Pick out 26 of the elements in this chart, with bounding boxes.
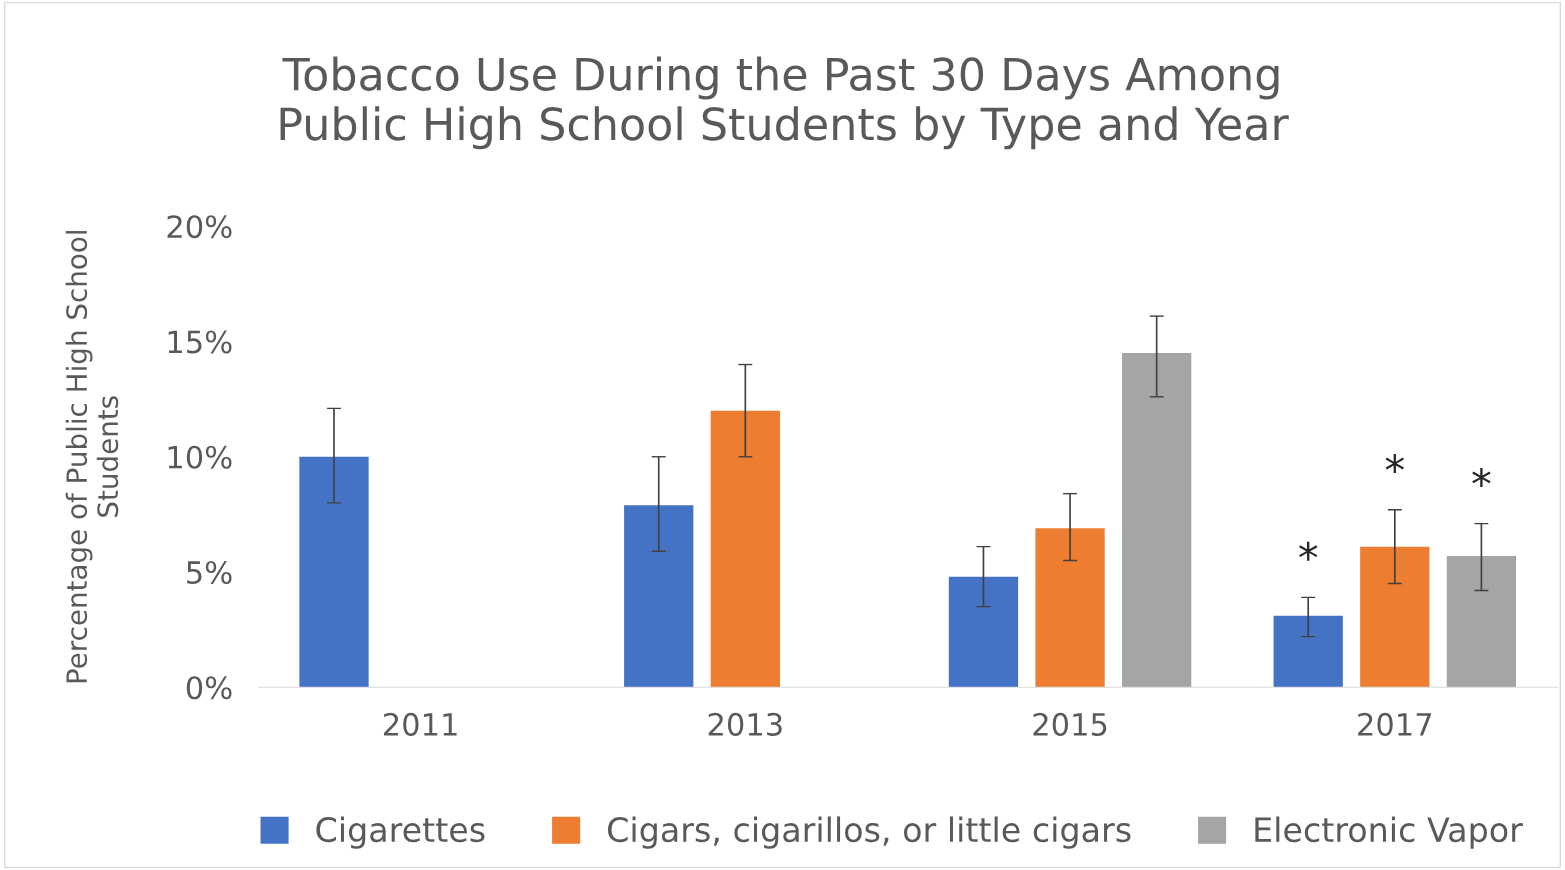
x-tick-label: 2017 — [1358, 712, 1432, 736]
y-tick-label: 5% — [187, 560, 232, 585]
bar — [948, 576, 1019, 688]
annotation: * — [1472, 467, 1491, 487]
chart-title: Tobacco Use During the Past 30 Days Among Public High School Students by Type and Year — [280, 56, 1289, 150]
annotation: * — [1385, 454, 1404, 474]
x-tick-label: 2013 — [708, 712, 782, 736]
legend-label: Cigarettes — [316, 816, 485, 849]
bar — [299, 456, 369, 688]
y-tick-label: 10% — [168, 445, 232, 469]
y-tick-label: 20% — [167, 215, 232, 239]
x-tick-label: 2011 — [383, 712, 457, 736]
legend-label: Electronic Vapor — [1255, 816, 1523, 849]
y-axis-title: Percentage of Public High School Students — [65, 231, 119, 683]
bar — [1122, 353, 1192, 688]
bar — [624, 505, 694, 688]
bar — [1446, 555, 1517, 688]
legend-label: Cigars, cigarillos, or little cigars — [608, 816, 1131, 849]
y-tick-label: 0% — [186, 676, 232, 700]
bar — [1273, 615, 1343, 688]
bar — [1360, 546, 1430, 688]
x-tick-label: 2015 — [1033, 712, 1107, 736]
annotation: * — [1299, 541, 1318, 561]
bar — [710, 410, 780, 688]
bar — [1035, 528, 1105, 688]
y-tick-label: 15% — [168, 330, 232, 354]
